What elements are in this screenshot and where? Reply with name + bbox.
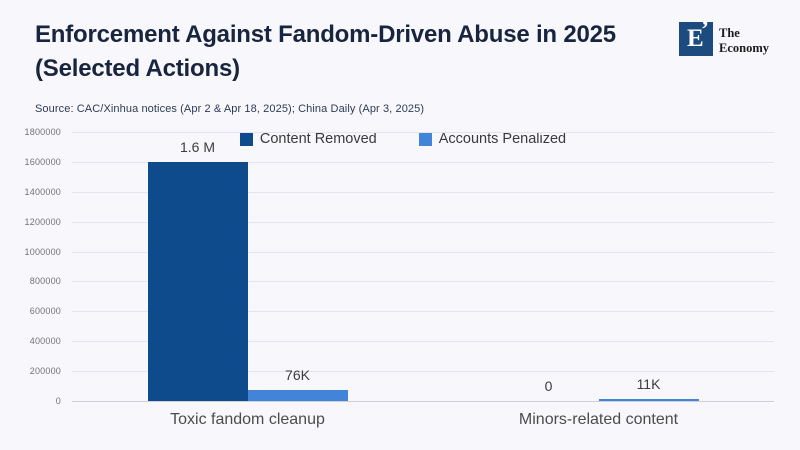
legend-item: Accounts Penalized — [418, 131, 567, 147]
legend-swatch-icon — [239, 132, 253, 146]
gridline — [72, 311, 774, 313]
y-tick-label: 1800000 — [24, 127, 61, 137]
x-axis-line — [72, 401, 774, 402]
economy-logo: E ’ The Economy — [679, 17, 769, 56]
gridline — [72, 281, 774, 283]
x-axis-labels: Toxic fandom cleanup Minors-related conte… — [72, 411, 774, 429]
bar-value-label: 76K — [285, 366, 310, 383]
legend-swatch-icon — [418, 132, 432, 146]
logo-monogram-icon: E ’ — [679, 17, 713, 56]
x-category-label: Minors-related content — [518, 411, 679, 428]
gridline — [72, 132, 774, 133]
gridline — [72, 161, 774, 163]
plot-area: 1.6 M 76K 0 11K — [72, 132, 774, 402]
y-tick-label: 1000000 — [24, 246, 61, 257]
bar — [147, 161, 248, 401]
logo-wordmark-line1: The — [719, 26, 740, 40]
bar-value-label: 11K — [636, 376, 661, 393]
y-axis: 0 200000 400000 600000 800000 1000000 1200000 1… — [0, 127, 66, 406]
logo-letter: E — [687, 25, 704, 52]
gridline — [72, 191, 774, 193]
bar-cell: 0 — [499, 132, 599, 401]
bar-value-label: 1.6 M — [179, 138, 215, 155]
legend-label: Content Removed — [259, 131, 377, 147]
bar-group: 0 11K — [423, 132, 774, 401]
legend-label: Accounts Penalized — [438, 131, 567, 147]
logo-wordmark: The Economy — [719, 22, 769, 56]
gridline — [72, 251, 774, 253]
bar-value-label: 0 — [544, 378, 553, 394]
gridline — [72, 341, 774, 343]
logo-tick-mark: ’ — [701, 17, 709, 43]
gridline — [72, 221, 774, 223]
gridline — [72, 371, 774, 373]
bar-cell: 11K — [598, 132, 699, 401]
y-tick-label: 1200000 — [24, 216, 61, 227]
logo-wordmark-line2: Economy — [719, 41, 769, 55]
y-tick-label: 800000 — [29, 276, 61, 287]
bar — [247, 389, 348, 401]
y-tick-label: 0 — [55, 396, 61, 406]
bar-cell: 1.6 M — [147, 132, 248, 401]
source-note: Source: CAC/Xinhua notices (Apr 2 & Apr … — [35, 103, 425, 115]
bar-group: 1.6 M 76K — [72, 132, 423, 401]
bar-groups: 1.6 M 76K 0 11K — [72, 132, 774, 401]
y-tick-label: 600000 — [29, 306, 61, 317]
y-tick-label: 200000 — [29, 366, 61, 377]
bar — [598, 399, 699, 401]
x-category-label: Toxic fandom cleanup — [170, 411, 325, 428]
y-tick-label: 1600000 — [24, 156, 61, 167]
bar-cell: 76K — [247, 132, 348, 401]
legend-item: Content Removed — [239, 131, 377, 147]
y-tick-label: 400000 — [29, 336, 61, 347]
y-tick-label: 1400000 — [24, 186, 61, 197]
chart-title: Enforcement Against Fandom-Driven Abuse … — [35, 21, 616, 83]
legend: Content Removed Accounts Penalized — [52, 131, 754, 147]
